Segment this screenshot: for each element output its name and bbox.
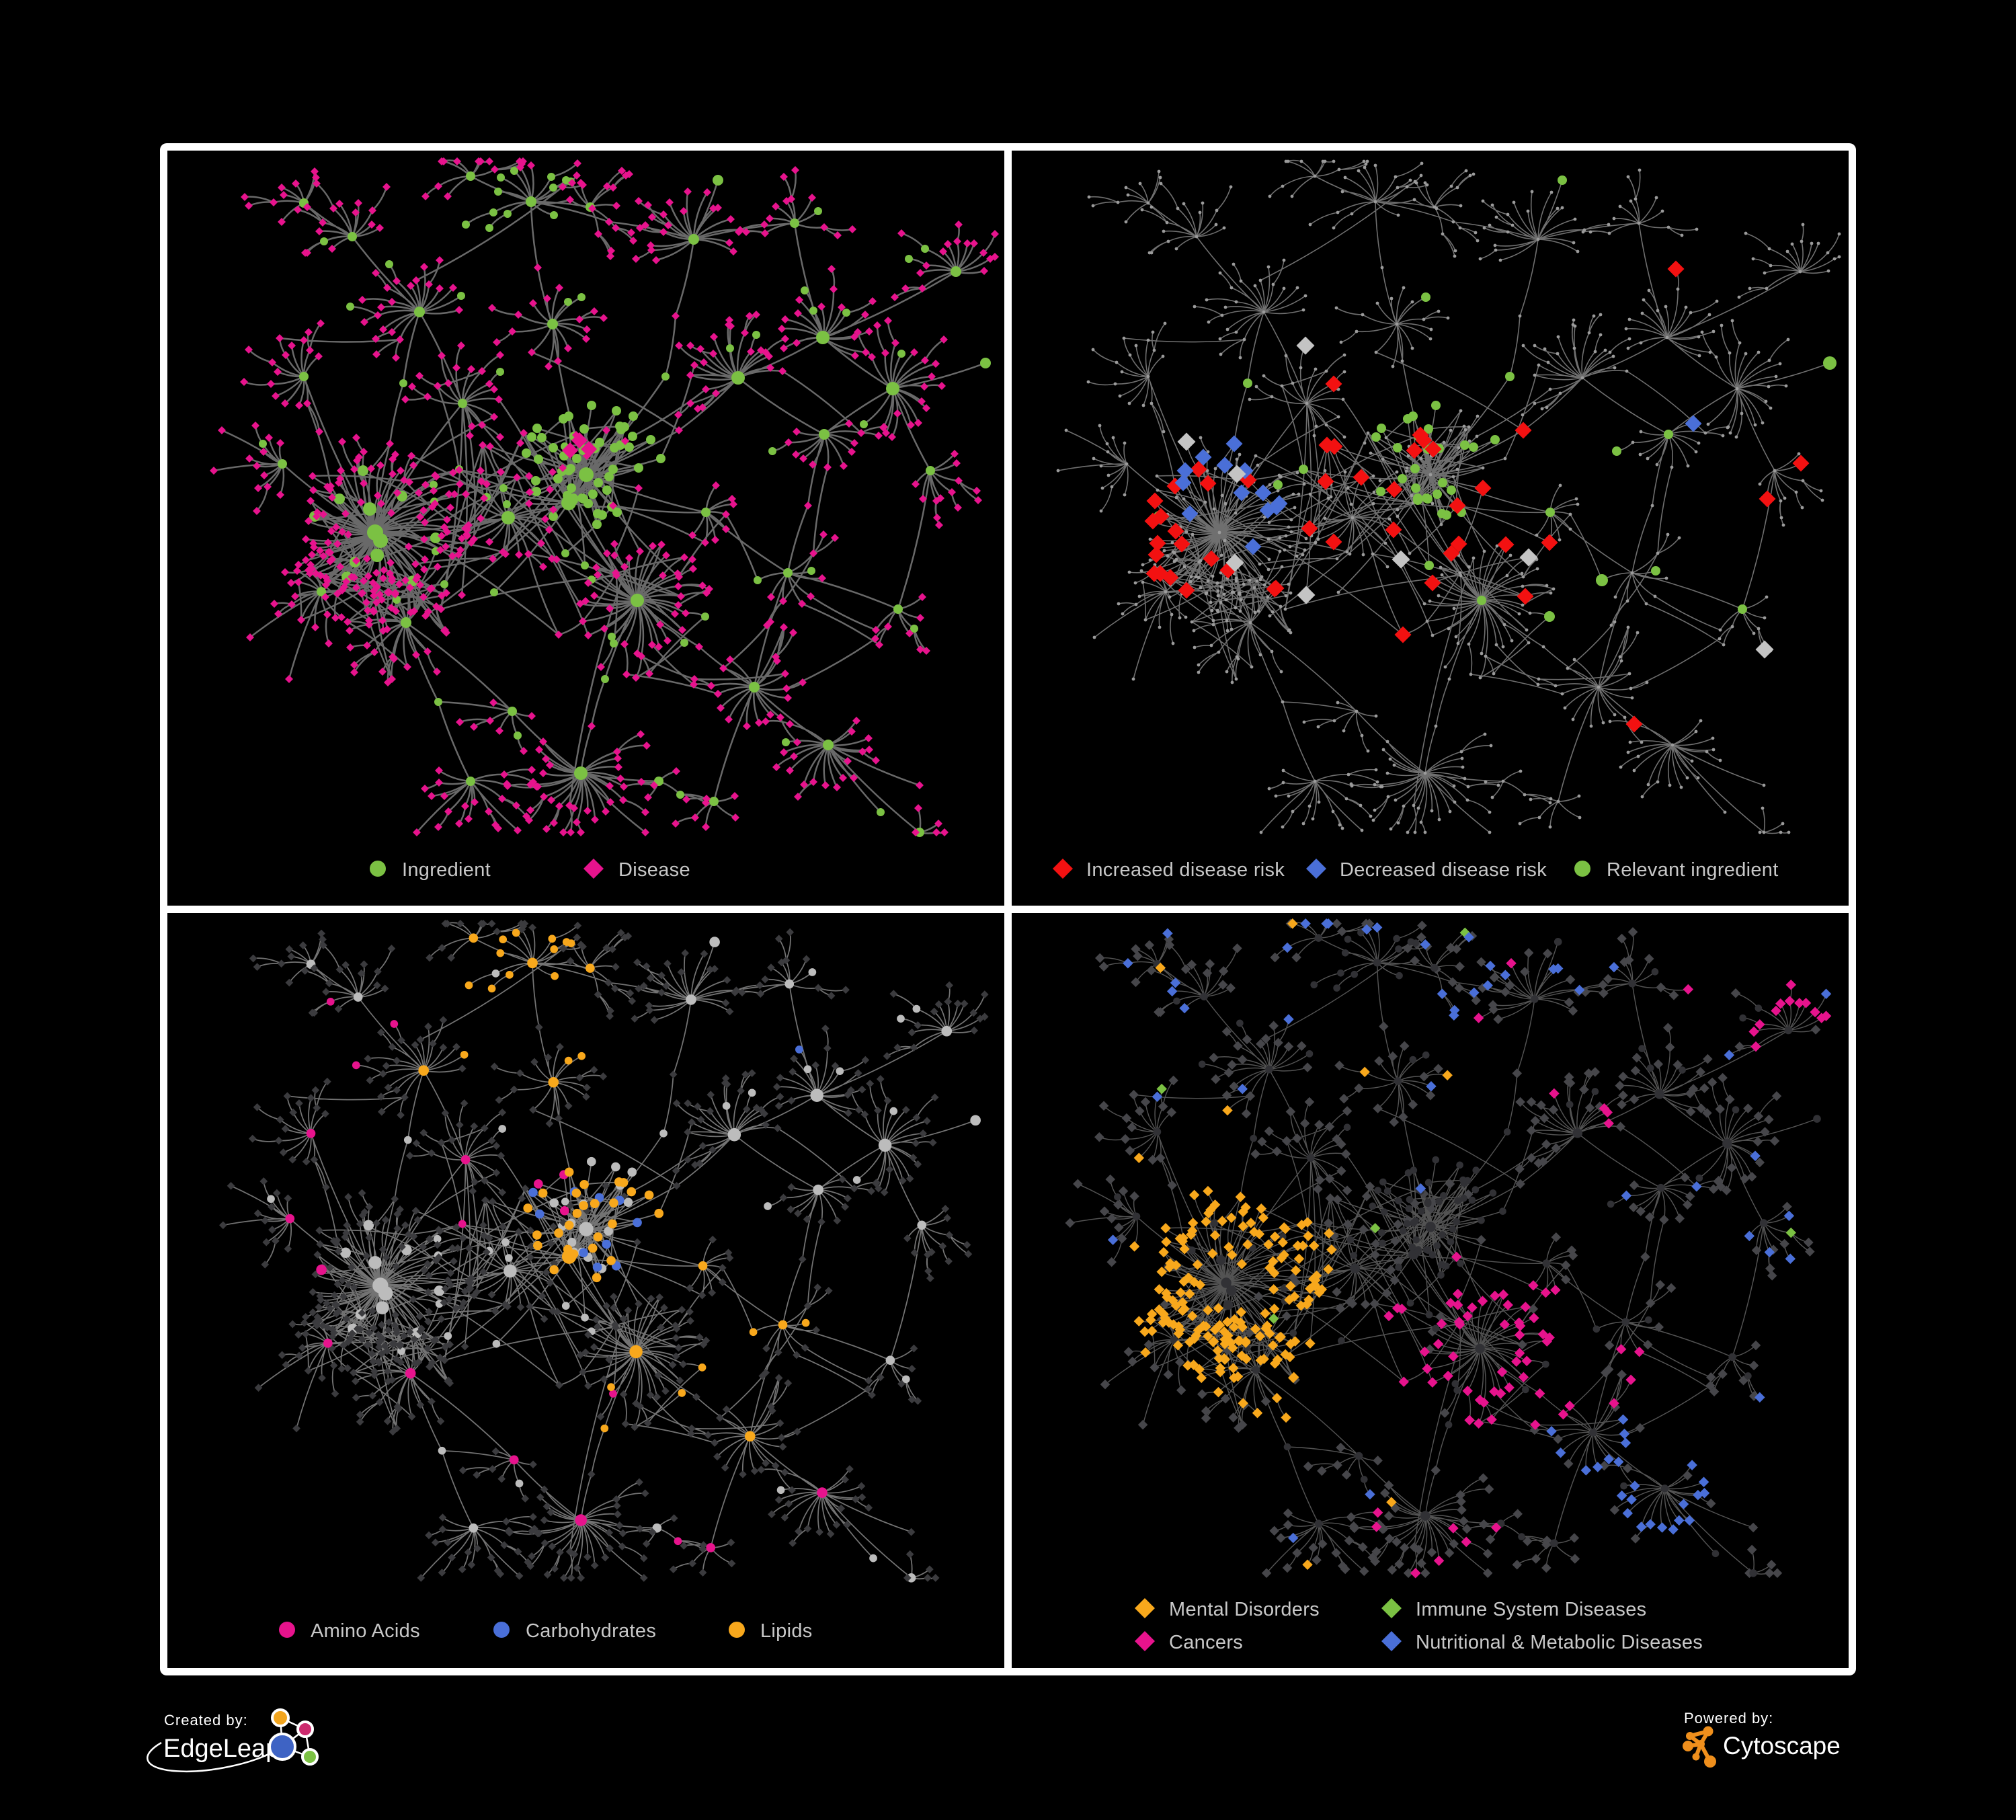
svg-text:Ingredient: Ingredient — [402, 859, 491, 881]
svg-text:Amino Acids: Amino Acids — [311, 1620, 420, 1642]
svg-text:Created by:: Created by: — [164, 1712, 248, 1729]
svg-text:Powered by:: Powered by: — [1684, 1710, 1773, 1727]
svg-text:Increased disease risk: Increased disease risk — [1086, 859, 1285, 881]
svg-text:Carbohydrates: Carbohydrates — [526, 1620, 656, 1642]
svg-text:Disease: Disease — [618, 859, 690, 881]
svg-text:Nutritional & Metabolic Diseas: Nutritional & Metabolic Diseases — [1416, 1632, 1703, 1653]
svg-text:Cancers: Cancers — [1169, 1632, 1243, 1653]
svg-text:Lipids: Lipids — [760, 1620, 813, 1642]
svg-text:Decreased disease risk: Decreased disease risk — [1340, 859, 1547, 881]
svg-text:Relevant ingredient: Relevant ingredient — [1607, 859, 1779, 881]
svg-text:Mental Disorders: Mental Disorders — [1169, 1599, 1320, 1620]
svg-text:Cytoscape: Cytoscape — [1723, 1732, 1841, 1759]
svg-text:EdgeLeap: EdgeLeap — [163, 1735, 280, 1763]
svg-text:Immune System Diseases: Immune System Diseases — [1416, 1599, 1646, 1620]
